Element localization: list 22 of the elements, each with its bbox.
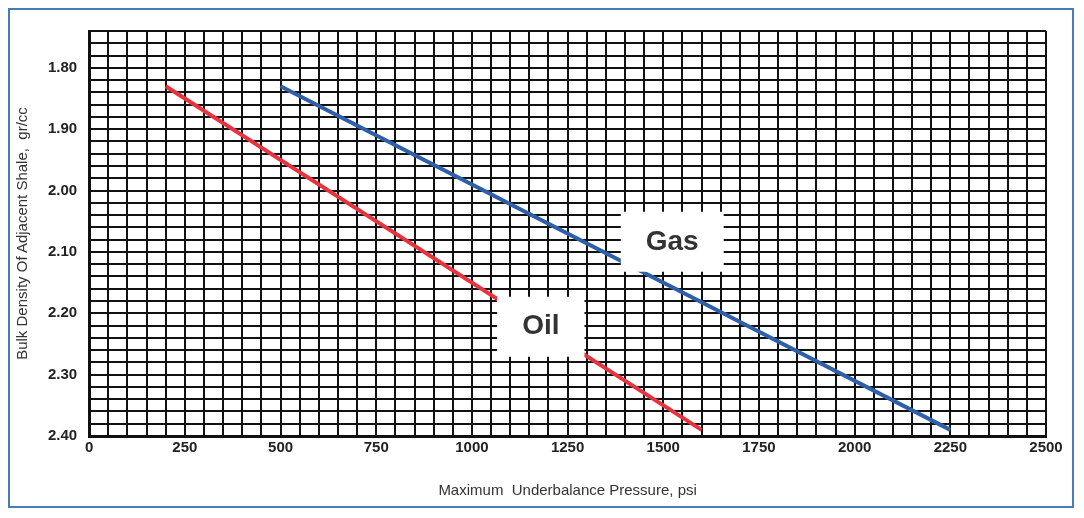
- series-label: Gas: [645, 224, 699, 256]
- x-tick-label: 2500: [1029, 438, 1063, 456]
- x-tick-label: 0: [85, 438, 94, 456]
- y-axis-title: Bulk Density Of Adjacent Shale, gr/cc: [13, 106, 31, 360]
- x-tick-label: 1000: [455, 438, 489, 456]
- x-tick-label: 750: [363, 438, 389, 456]
- y-tick-label: 1.80: [47, 57, 78, 75]
- y-tick-label: 2.00: [47, 180, 78, 198]
- x-tick-label: 500: [268, 438, 294, 456]
- y-tick-label: 2.40: [47, 426, 78, 444]
- x-tick-label: 1500: [646, 438, 680, 456]
- x-axis-title: Maximum Underbalance Pressure, psi: [438, 481, 697, 499]
- x-tick-label: 1750: [742, 438, 776, 456]
- y-tick-label: 2.30: [47, 364, 78, 382]
- x-tick-label: 2250: [933, 438, 968, 456]
- x-tick-label: 250: [172, 438, 198, 456]
- x-tick-label: 1250: [550, 438, 585, 456]
- x-tick-label: 2000: [837, 438, 872, 456]
- y-tick-label: 2.10: [47, 242, 78, 260]
- series-label: Oil: [522, 309, 560, 341]
- y-tick-label: 2.20: [47, 303, 78, 321]
- y-tick-label: 1.90: [47, 119, 78, 137]
